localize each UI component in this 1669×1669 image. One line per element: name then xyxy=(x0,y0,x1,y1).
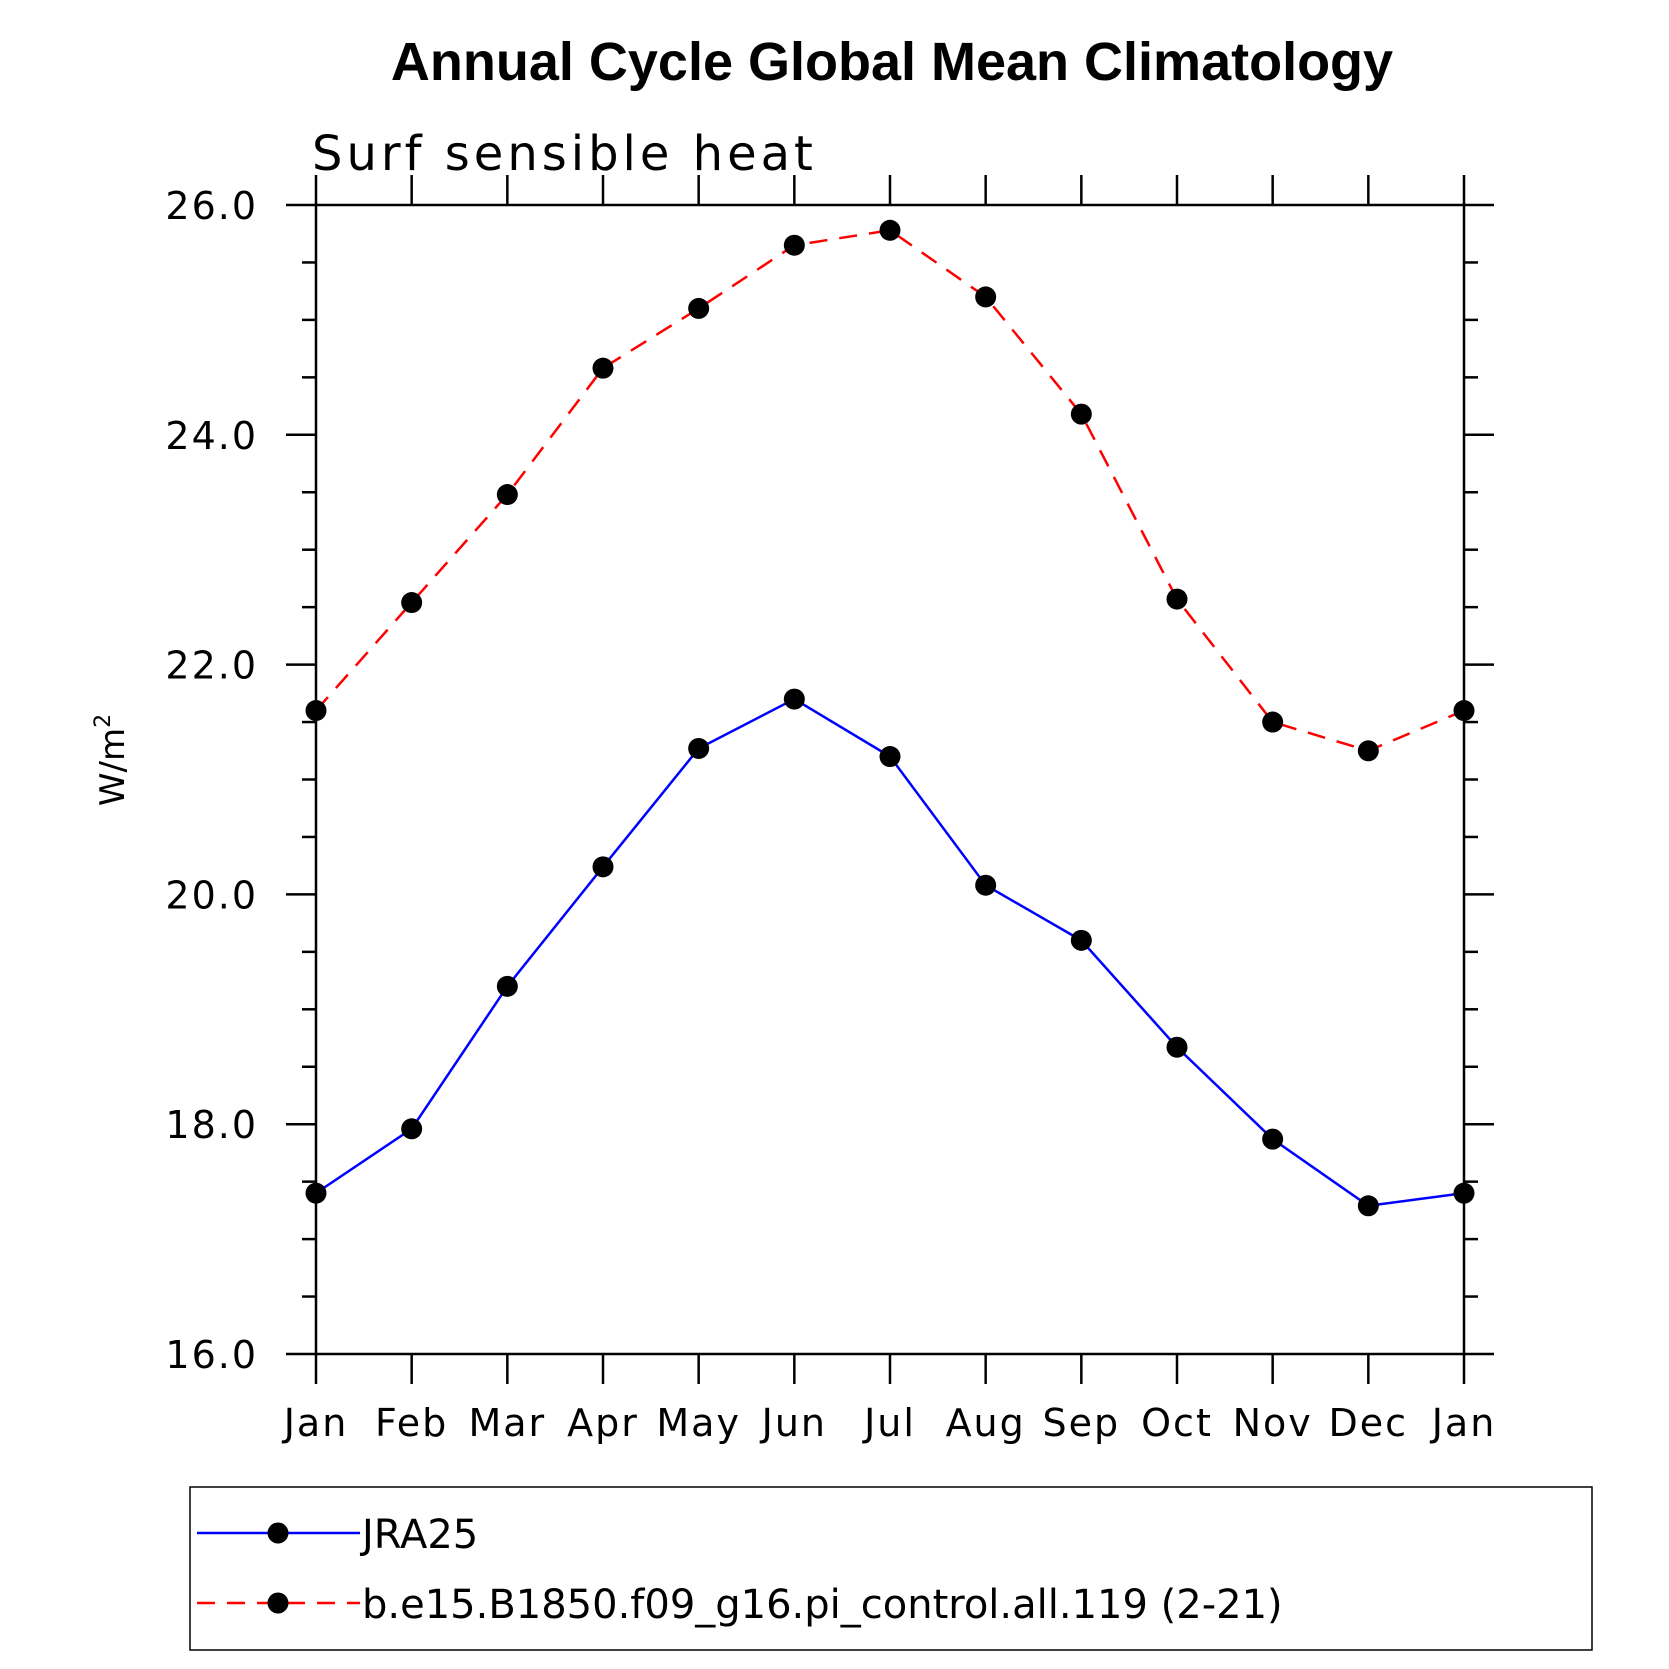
legend-box xyxy=(189,1486,1593,1651)
legend-label-0: JRA25 xyxy=(359,1512,478,1558)
x-tick-label: Jan xyxy=(1430,1401,1497,1445)
y-tick-label: 26.0 xyxy=(165,184,258,228)
series-point-0 xyxy=(1453,1182,1475,1204)
series-point-1 xyxy=(1357,740,1379,762)
x-tick-label: Aug xyxy=(946,1401,1026,1445)
y-axis-label-superscript: 2 xyxy=(91,714,116,728)
svg-text:W/m2: W/m2 xyxy=(91,714,133,806)
series-point-0 xyxy=(401,1118,423,1140)
series-point-1 xyxy=(1262,711,1284,733)
y-tick-label: 22.0 xyxy=(165,644,258,688)
y-tick-label: 24.0 xyxy=(165,414,258,458)
x-tick-label: Jan xyxy=(282,1401,349,1445)
x-tick-label: Sep xyxy=(1043,1401,1121,1445)
series-point-0 xyxy=(1166,1036,1188,1058)
x-tick-label: Nov xyxy=(1233,1401,1313,1445)
y-axis-label-base: W/m xyxy=(93,728,133,806)
series-point-0 xyxy=(879,746,901,768)
legend-marker-1 xyxy=(267,1592,289,1614)
x-tick-label: Mar xyxy=(468,1401,546,1445)
legend-marker-0 xyxy=(267,1522,289,1544)
series-point-1 xyxy=(1166,588,1188,610)
series-point-1 xyxy=(496,484,518,506)
chart-title: Annual Cycle Global Mean Climatology xyxy=(391,32,1393,92)
series-point-1 xyxy=(783,234,805,256)
y-tick-label: 18.0 xyxy=(165,1103,258,1147)
series-point-0 xyxy=(305,1182,327,1204)
x-tick-label: Feb xyxy=(375,1401,448,1445)
x-tick-label: Jun xyxy=(760,1401,827,1445)
plot-frame xyxy=(314,203,1466,1356)
series-point-0 xyxy=(1262,1128,1284,1150)
legend-label-1: b.e15.B1850.f09_g16.pi_control.all.119 (… xyxy=(362,1582,1283,1628)
series-line-1 xyxy=(315,228,1465,753)
series-point-1 xyxy=(1070,403,1092,425)
plot-area: 16.0 18.0 20.0 22.0 24.0 26.0 Jan Feb Mar Apr May J… xyxy=(165,175,1497,1445)
series-point-1 xyxy=(401,592,423,614)
series-point-0 xyxy=(975,874,997,896)
x-tick-label: Oct xyxy=(1141,1401,1213,1445)
chart-subtitle: Surf sensible heat xyxy=(312,126,817,182)
series-point-0 xyxy=(688,737,710,759)
y-tick-label: 20.0 xyxy=(165,873,258,917)
series-point-0 xyxy=(592,856,614,878)
series-point-1 xyxy=(592,357,614,379)
series-point-1 xyxy=(879,219,901,241)
legend: JRA25 b.e15.B1850.f09_g16.pi_control.all.… xyxy=(189,1486,1593,1651)
x-tick-label: Apr xyxy=(567,1401,639,1445)
x-tick-label: Jul xyxy=(862,1401,916,1445)
y-axis-label: W/m2 xyxy=(91,714,133,806)
series-point-0 xyxy=(496,975,518,997)
series-point-0 xyxy=(1070,929,1092,951)
x-tick-label: Dec xyxy=(1329,1401,1409,1445)
series-point-1 xyxy=(1453,700,1475,722)
series-point-0 xyxy=(783,688,805,710)
series-point-1 xyxy=(975,286,997,308)
series-point-1 xyxy=(305,700,327,722)
y-tick-label: 16.0 xyxy=(165,1333,258,1377)
x-tick-label: May xyxy=(656,1401,741,1445)
series-point-1 xyxy=(688,297,710,319)
series-point-0 xyxy=(1357,1195,1379,1217)
series-line-0 xyxy=(315,697,1465,1208)
